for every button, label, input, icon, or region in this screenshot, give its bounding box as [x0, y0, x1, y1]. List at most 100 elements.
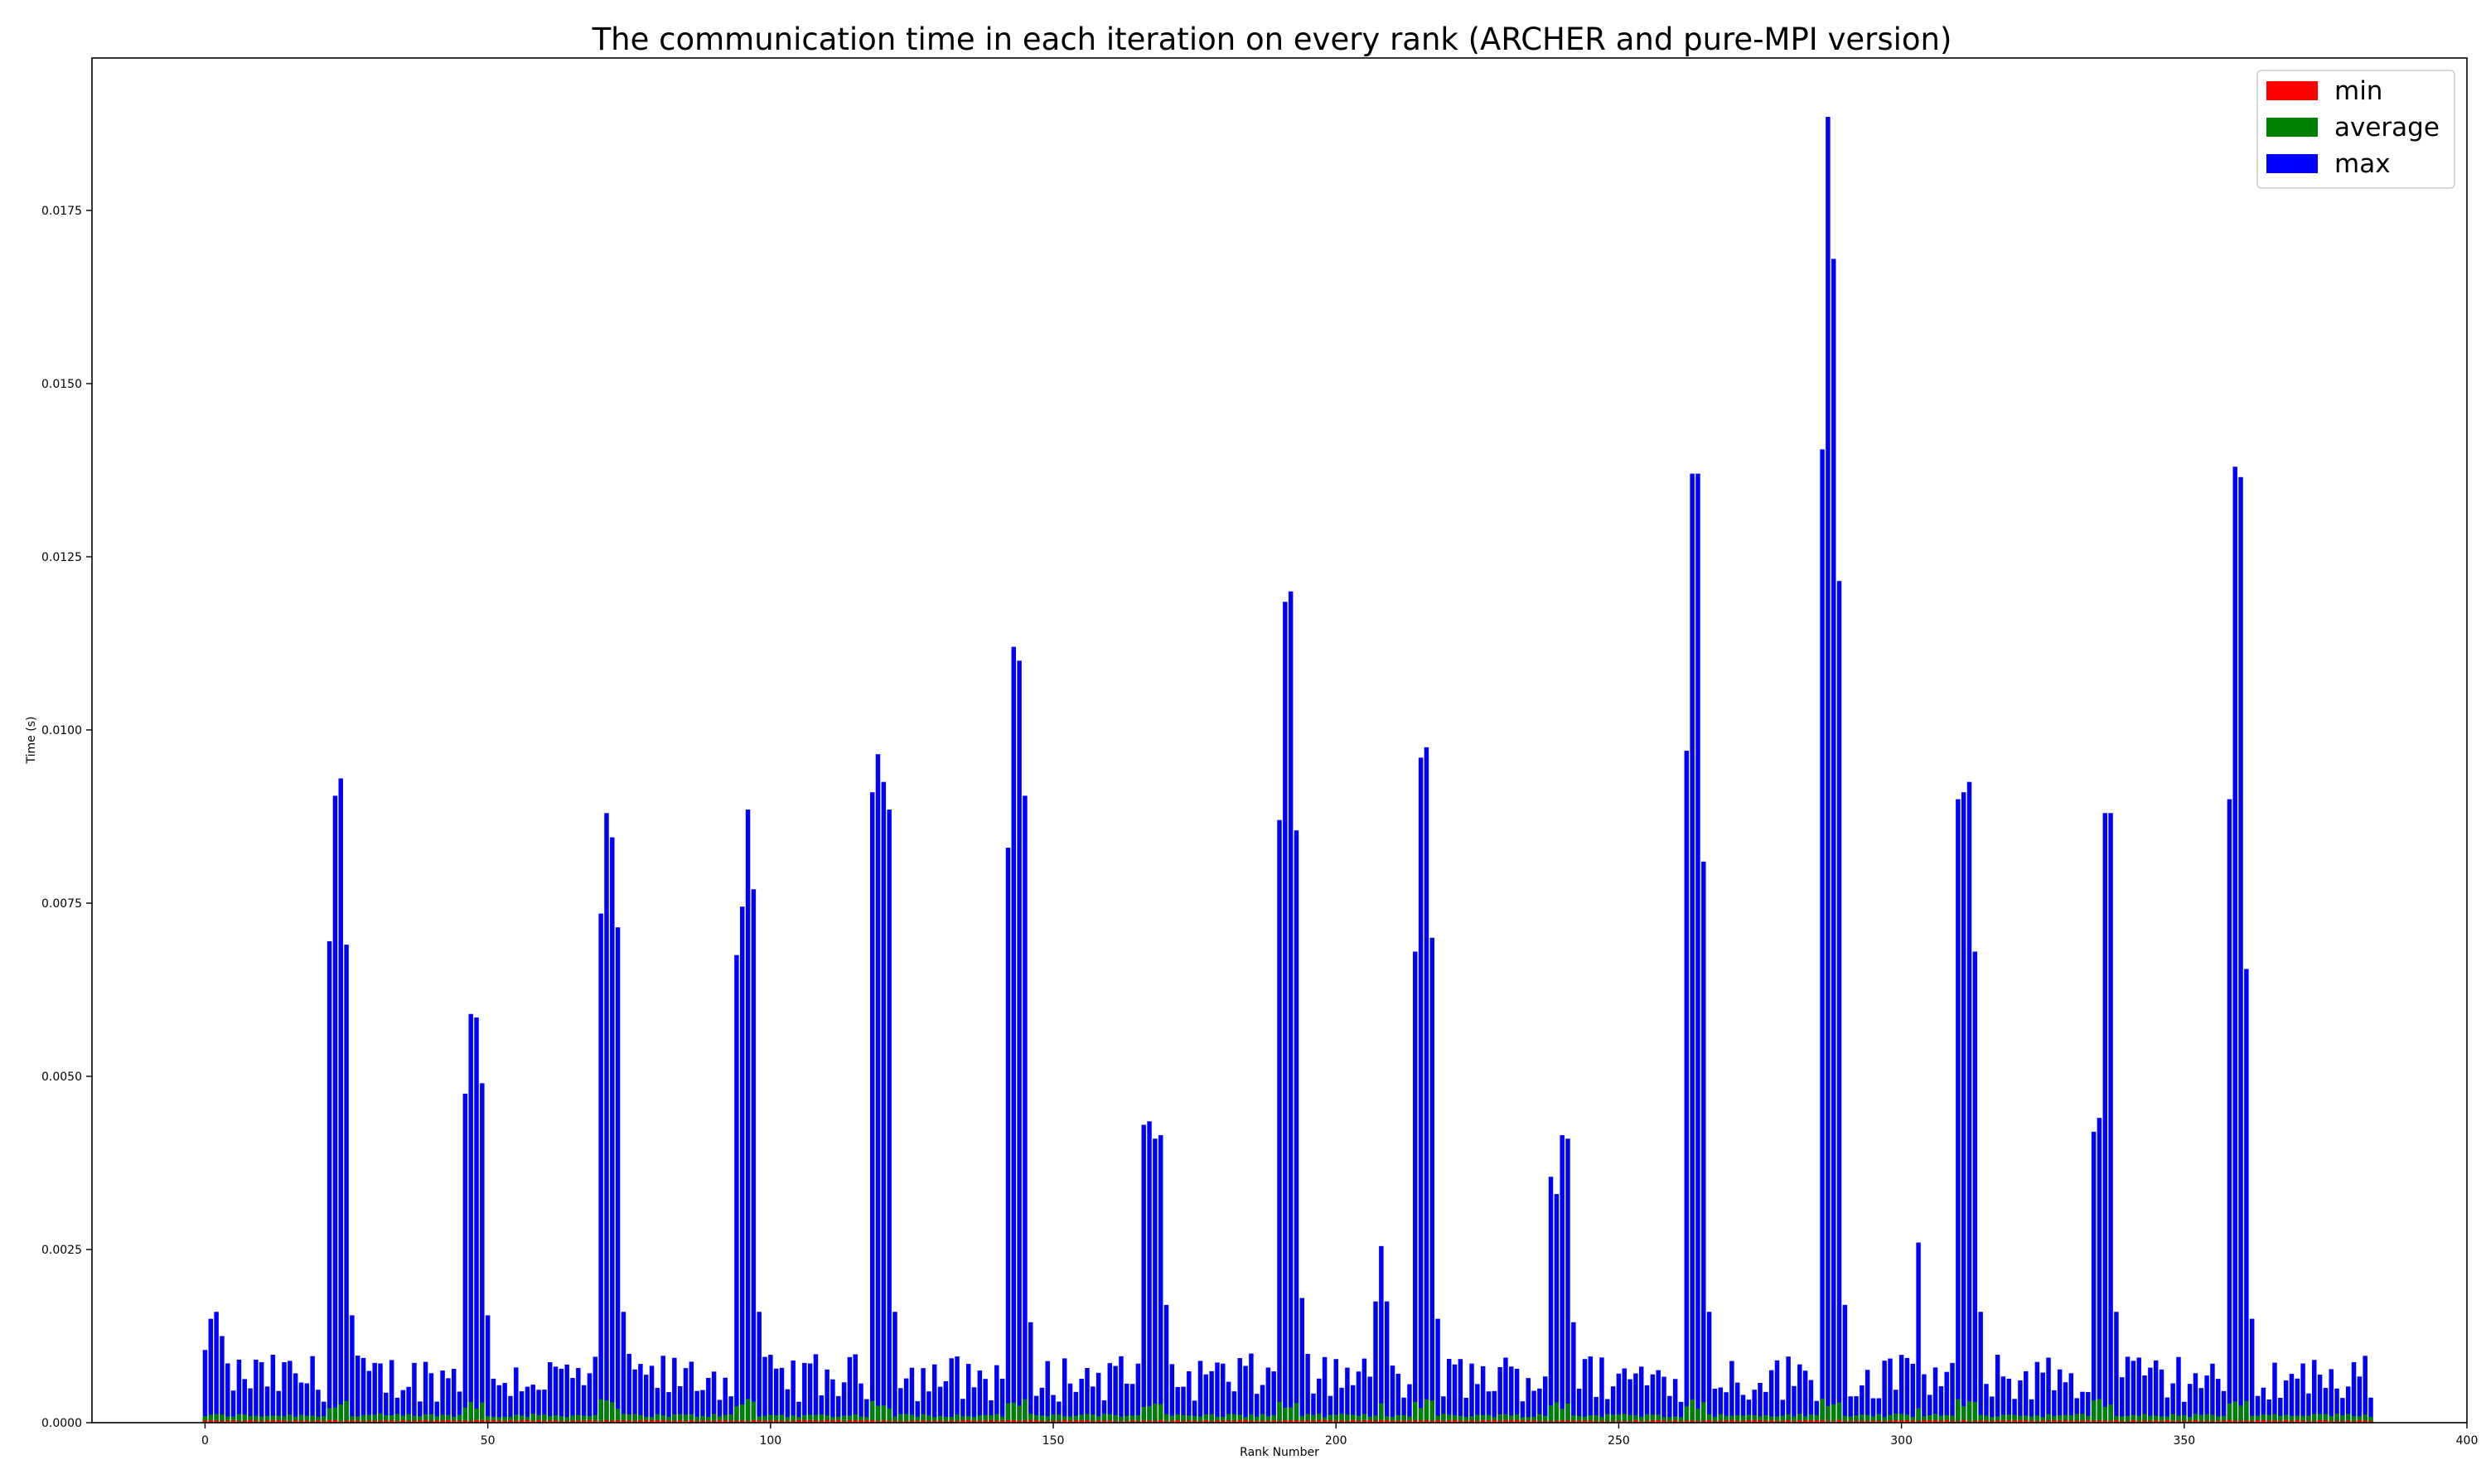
- bar-max: [1758, 1383, 1763, 1423]
- bar-average: [711, 1414, 717, 1423]
- bar-average: [1091, 1414, 1095, 1423]
- bar-max: [304, 1383, 310, 1423]
- bar-max: [1531, 1390, 1536, 1423]
- bar-min: [1961, 1419, 1966, 1423]
- bar-max: [514, 1367, 519, 1423]
- bar-max: [1706, 1312, 1712, 1423]
- bar-max: [1350, 1385, 1356, 1423]
- bar-average: [1469, 1416, 1474, 1423]
- bar-max: [751, 889, 757, 1423]
- bar-max: [1226, 1381, 1231, 1423]
- bar-average: [740, 1404, 745, 1423]
- bar-average: [1085, 1414, 1090, 1423]
- bar-max: [892, 1312, 897, 1423]
- bar-max: [485, 1315, 491, 1423]
- bar-min: [1571, 1420, 1576, 1423]
- bar-average: [791, 1415, 796, 1423]
- bar-max: [1039, 1387, 1045, 1423]
- bar-average: [2244, 1400, 2249, 1423]
- bar-max: [921, 1368, 926, 1423]
- bar-min: [1724, 1420, 1729, 1423]
- bar-min: [1860, 1420, 1864, 1423]
- bar-min: [1158, 1419, 1163, 1423]
- bar-min: [819, 1420, 824, 1423]
- bar-average: [2097, 1399, 2102, 1423]
- bar-max: [971, 1387, 977, 1423]
- bar-min: [2108, 1420, 2113, 1423]
- bar-min: [1638, 1421, 1644, 1423]
- y-tick-label: 0.0025: [41, 1244, 82, 1257]
- bar-average: [592, 1414, 598, 1423]
- bar-min: [1870, 1420, 1876, 1423]
- bar-max: [1129, 1384, 1135, 1423]
- bar-max: [1831, 259, 1836, 1424]
- bar-max: [1548, 1177, 1554, 1423]
- bar-max: [434, 1401, 439, 1423]
- bar-max: [2261, 1387, 2266, 1423]
- bar-max: [677, 1386, 683, 1423]
- bar-min: [1605, 1421, 1610, 1423]
- bar-average: [2114, 1415, 2119, 1423]
- bar-min: [2221, 1420, 2227, 1423]
- bar-min: [1661, 1420, 1666, 1423]
- bar-min: [1017, 1420, 1022, 1423]
- bar-max: [496, 1385, 502, 1423]
- bar-max: [326, 940, 332, 1423]
- bar-average: [525, 1416, 530, 1423]
- bar-min: [2266, 1420, 2271, 1423]
- bar-average: [621, 1414, 626, 1423]
- bar-average: [1057, 1414, 1062, 1423]
- bar-min: [1254, 1420, 1260, 1423]
- bar-max: [2340, 1398, 2345, 1423]
- bar-min: [898, 1421, 903, 1423]
- bar-average: [570, 1415, 575, 1423]
- bar-average: [1995, 1416, 2000, 1423]
- bar-average: [864, 1417, 869, 1423]
- bar-average: [875, 1405, 881, 1423]
- bar-min: [1463, 1421, 1468, 1423]
- bar-average: [423, 1414, 428, 1423]
- bar-min: [384, 1420, 389, 1423]
- bar-average: [1802, 1416, 1808, 1423]
- bar-average: [514, 1414, 519, 1423]
- bar-max: [1475, 1384, 1480, 1423]
- bar-min: [389, 1420, 394, 1423]
- bar-average: [1758, 1416, 1763, 1423]
- bar-max: [830, 1379, 835, 1423]
- bar-min: [2187, 1421, 2193, 1423]
- bar-min: [1265, 1420, 1271, 1423]
- bar-min: [525, 1419, 530, 1423]
- bar-max: [2006, 1378, 2011, 1423]
- bar-min: [2125, 1421, 2131, 1423]
- bar-average: [298, 1414, 304, 1423]
- bar-max: [1712, 1389, 1718, 1423]
- bar-max: [570, 1378, 575, 1423]
- bar-average: [1028, 1414, 1033, 1423]
- bar-average: [1701, 1402, 1706, 1423]
- bar-average: [892, 1416, 897, 1423]
- bar-average: [1361, 1414, 1367, 1423]
- bar-max: [1231, 1391, 1237, 1423]
- bar-average: [807, 1414, 813, 1423]
- bar-min: [457, 1420, 462, 1423]
- bar-min: [983, 1420, 988, 1423]
- bar-min: [1226, 1420, 1231, 1423]
- bar-max: [887, 810, 892, 1423]
- bar-max: [1339, 1387, 1344, 1423]
- bar-average: [1740, 1415, 1746, 1423]
- bar-min: [360, 1421, 366, 1423]
- bar-average: [1095, 1416, 1101, 1423]
- bar-average: [1192, 1415, 1197, 1423]
- bar-min: [1560, 1420, 1565, 1423]
- bar-max: [1435, 1318, 1440, 1423]
- bar-average: [2278, 1415, 2283, 1423]
- bar-average: [1175, 1414, 1180, 1423]
- bar-min: [836, 1419, 841, 1423]
- bar-min: [1085, 1420, 1090, 1423]
- bar-min: [2278, 1420, 2283, 1423]
- bar-max: [717, 1399, 723, 1423]
- bar-min: [288, 1421, 293, 1423]
- bar-max: [825, 1369, 829, 1423]
- bar-max: [2368, 1397, 2373, 1423]
- bar-min: [2334, 1420, 2339, 1423]
